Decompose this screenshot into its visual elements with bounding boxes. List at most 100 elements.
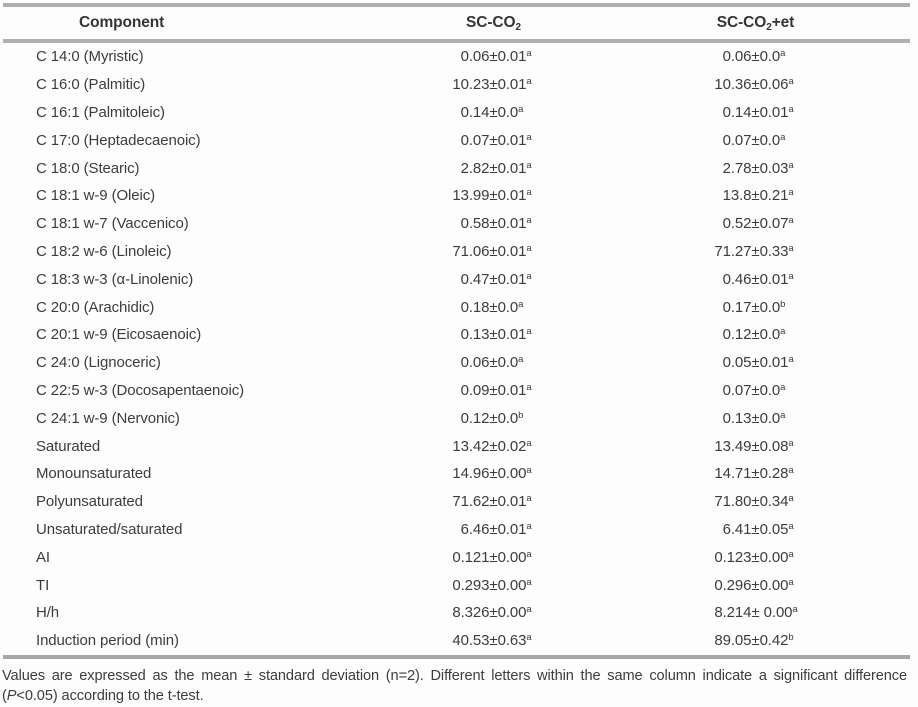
sd-value: 0.01 [497,131,527,149]
component-cell: C 24:1 w-9 (Nervonic) [36,409,180,427]
header-sc-co2-subscript: 2 [515,22,521,33]
plus-minus: ± [489,381,498,399]
significance-letter: a [518,103,524,115]
table-row: C 18:1 w-9 (Oleic) 13.99 ±0.01a 13.8 ±0.21… [3,182,910,210]
value-sc-co2-et: 71.27 ±0.33a [621,243,910,260]
plus-minus: ± [751,548,760,566]
sd-value: 0.01 [497,48,527,66]
plus-minus: ± [489,270,498,288]
value-cell-sc-co2: 8.326 ±0.00a [366,599,621,627]
value-sc-co2: 71.06 ±0.01a [366,243,621,260]
sd-value: 0.00 [759,548,789,566]
value-cell-sc-co2-et: 0.07 ±0.0a [621,377,910,405]
value-sc-co2: 14.96 ±0.00a [366,465,621,482]
sd-value: 0.06 [759,76,789,94]
significance-letter: a [526,548,532,560]
table-row: Saturated 13.42 ±0.02a 13.49 ±0.08a [3,432,910,460]
mean-value: 0.05 [722,354,752,372]
plus-minus: ± [489,548,498,566]
sd-value: 0.01 [497,242,527,260]
plus-minus: ± [751,242,760,260]
header-sc-co2-et-suffix: +et [771,14,795,31]
table-row: C 17:0 (Heptadecaenoic) 0.07 ±0.01a 0.07 ±… [3,126,910,154]
table-row: C 24:1 w-9 (Nervonic) 0.12 ±0.0b 0.13 ±0.0… [3,404,910,432]
table-row: H/h 8.326 ±0.00a 8.214 ± 0.00a [3,599,910,627]
sd-value: 0.01 [497,381,527,399]
significance-letter: a [526,493,532,505]
table-row: C 16:1 (Palmitoleic) 0.14 ±0.0a 0.14 ±0.01… [3,99,910,127]
footnote-italic-p: P [6,687,17,704]
significance-letter: a [792,604,798,616]
value-sc-co2-et: 0.123 ±0.00a [621,549,910,566]
sd-value: 0.0 [759,298,781,316]
table-row: C 18:2 w-6 (Linoleic) 71.06 ±0.01a 71.27 ±… [3,238,910,266]
significance-letter: b [780,298,786,310]
value-cell-sc-co2: 0.09 ±0.01a [366,377,621,405]
significance-letter: a [788,548,794,560]
plus-minus: ± [751,76,760,94]
value-sc-co2-et: 6.41 ±0.05a [621,521,910,538]
component-cell: C 16:0 (Palmitic) [36,76,146,94]
significance-letter: a [788,103,794,115]
sd-value: 0.02 [497,437,527,455]
plus-minus: ± [489,326,498,344]
mean-value: 0.07 [460,131,490,149]
component-cell: C 16:1 (Palmitoleic) [36,103,165,121]
mean-value: 89.05 [714,632,752,650]
mean-value: 0.58 [460,215,490,233]
value-sc-co2-et: 0.296 ±0.00a [621,577,910,594]
header-sc-co2-et: SC-CO2+et [621,7,910,43]
mean-value: 71.06 [452,242,490,260]
fatty-acid-table: Component SC-CO2 SC-CO2+et C 14:0 (Myris… [3,7,910,655]
sd-value: 0.00 [497,576,527,594]
table-body: C 14:0 (Myristic) 0.06 ±0.01a 0.06 ±0.0a C… [3,41,910,655]
significance-letter: a [780,409,786,421]
plus-minus: ± [751,493,760,511]
component-cell: C 24:0 (Lignoceric) [36,354,161,372]
value-cell-sc-co2: 13.42 ±0.02a [366,432,621,460]
value-cell-sc-co2-et: 6.41 ±0.05a [621,516,910,544]
significance-letter: a [788,76,794,88]
significance-letter: a [526,381,532,393]
mean-value: 14.71 [714,465,752,483]
mean-value: 0.07 [722,381,752,399]
mean-value: 0.06 [460,354,490,372]
table-row: Unsaturated/saturated 6.46 ±0.01a 6.41 ±0.… [3,516,910,544]
value-sc-co2: 71.62 ±0.01a [366,493,621,510]
plus-minus: ± [489,465,498,483]
significance-letter: a [788,465,794,477]
value-cell-sc-co2: 0.47 ±0.01a [366,265,621,293]
value-sc-co2-et: 0.13 ±0.0a [621,410,910,427]
mean-value: 0.12 [722,326,752,344]
value-cell-sc-co2: 0.58 ±0.01a [366,210,621,238]
value-cell-sc-co2-et: 8.214 ± 0.00a [621,599,910,627]
mean-value: 0.13 [722,409,752,427]
value-cell-sc-co2-et: 89.05 ±0.42b [621,627,910,655]
plus-minus: ± [751,103,760,121]
value-sc-co2-et: 89.05 ±0.42b [621,632,910,649]
value-cell-sc-co2: 2.82 ±0.01a [366,154,621,182]
significance-letter: a [526,242,532,254]
sd-value: 0.01 [759,354,789,372]
significance-letter: a [526,76,532,88]
header-component: Component [3,7,366,43]
footnote-text-1: Values are expressed as the mean ± stand… [2,667,907,704]
mean-value: 0.07 [722,131,752,149]
table-row: C 20:1 w-9 (Eicosaenoic) 0.13 ±0.01a 0.12… [3,321,910,349]
value-cell-sc-co2-et: 0.13 ±0.0a [621,404,910,432]
table-row: C 24:0 (Lignoceric) 0.06 ±0.0a 0.05 ±0.01a [3,349,910,377]
component-cell: C 20:1 w-9 (Eicosaenoic) [36,326,202,344]
value-cell-sc-co2: 13.99 ±0.01a [366,182,621,210]
sd-value: 0.01 [497,493,527,511]
significance-letter: a [788,437,794,449]
sd-value: 0.0 [497,298,519,316]
sd-value: 0.34 [759,493,789,511]
value-cell-sc-co2-et: 0.14 ±0.01a [621,99,910,127]
value-cell-sc-co2: 0.293 ±0.00a [366,571,621,599]
plus-minus: ± [489,298,498,316]
value-cell-sc-co2: 6.46 ±0.01a [366,516,621,544]
value-cell-sc-co2-et: 0.17 ±0.0b [621,293,910,321]
significance-letter: a [518,298,524,310]
plus-minus: ± [751,270,760,288]
